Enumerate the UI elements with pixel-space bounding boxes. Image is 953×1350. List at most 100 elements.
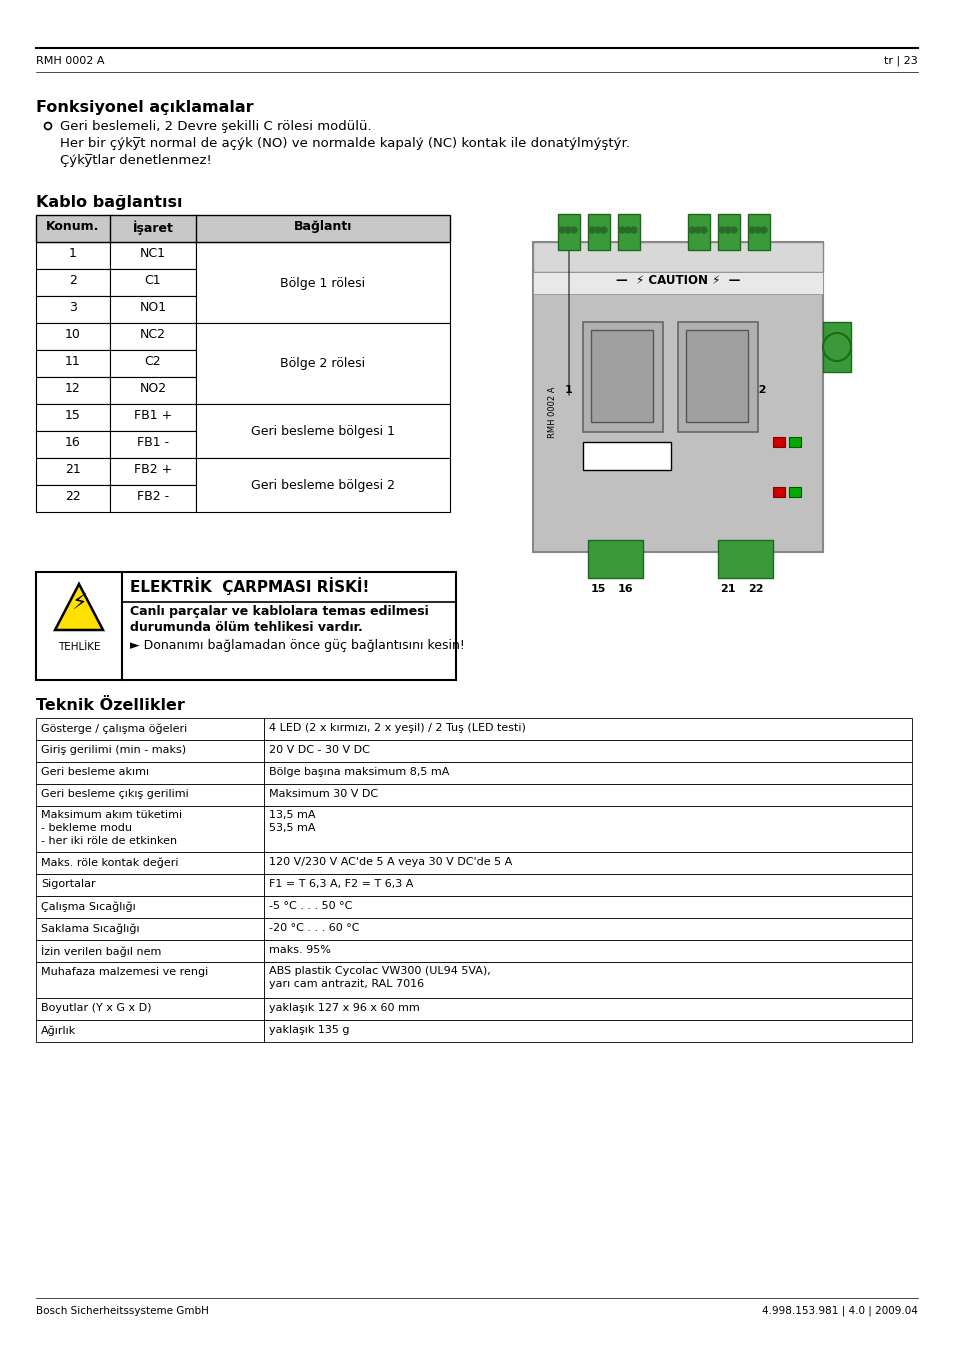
Text: 2: 2 xyxy=(595,385,602,396)
Text: Muhafaza malzemesi ve rengi: Muhafaza malzemesi ve rengi xyxy=(41,967,208,977)
Text: 1: 1 xyxy=(564,385,572,396)
Bar xyxy=(110,269,195,296)
Text: Geri besleme çıkış gerilimi: Geri besleme çıkış gerilimi xyxy=(41,788,189,799)
Bar xyxy=(110,404,195,431)
Bar xyxy=(195,404,450,458)
Bar xyxy=(264,784,911,806)
Bar xyxy=(36,718,264,740)
Text: TEHLİKE: TEHLİKE xyxy=(58,643,100,652)
Text: 13,5 mA: 13,5 mA xyxy=(269,810,315,819)
Text: ABS plastik Cycolac VW300 (UL94 5VA),: ABS plastik Cycolac VW300 (UL94 5VA), xyxy=(269,967,490,976)
Bar xyxy=(788,487,801,497)
Text: 21: 21 xyxy=(65,463,81,477)
Text: Geri besleme bölgesi 2: Geri besleme bölgesi 2 xyxy=(251,479,395,491)
Circle shape xyxy=(719,227,724,234)
Text: Ağırlık: Ağırlık xyxy=(41,1025,76,1035)
Text: 15: 15 xyxy=(65,409,81,423)
Bar xyxy=(36,852,264,873)
Text: NO1: NO1 xyxy=(624,275,633,293)
Circle shape xyxy=(558,227,564,234)
Text: 53,5 mA: 53,5 mA xyxy=(269,824,315,833)
Bar xyxy=(36,350,110,377)
Bar xyxy=(772,487,784,497)
Bar xyxy=(264,761,911,784)
Bar xyxy=(264,806,911,852)
Text: Saklama Sıcağlığı: Saklama Sıcağlığı xyxy=(41,923,139,933)
Circle shape xyxy=(595,227,600,234)
Bar xyxy=(678,323,758,432)
Text: Maksimum 30 V DC: Maksimum 30 V DC xyxy=(269,788,377,799)
Bar xyxy=(36,940,264,963)
Bar xyxy=(264,873,911,896)
Text: NC1: NC1 xyxy=(564,275,573,292)
Bar xyxy=(110,458,195,485)
Text: 2: 2 xyxy=(69,274,77,288)
Bar xyxy=(587,540,642,578)
Text: İşaret: İşaret xyxy=(132,220,173,235)
Text: durumunda ölüm tehlikesi vardır.: durumunda ölüm tehlikesi vardır. xyxy=(130,621,362,634)
Text: RMH 0002 A: RMH 0002 A xyxy=(548,386,557,437)
Text: 10: 10 xyxy=(65,328,81,342)
Text: 20 V DC - 30 V DC: 20 V DC - 30 V DC xyxy=(269,745,370,755)
Text: FB2: FB2 xyxy=(734,544,755,554)
Text: Maks. röle kontak değeri: Maks. röle kontak değeri xyxy=(41,857,178,868)
Bar xyxy=(36,242,110,269)
Bar xyxy=(264,963,911,998)
Text: FB2 +: FB2 + xyxy=(133,463,172,477)
Bar xyxy=(264,896,911,918)
Bar xyxy=(36,806,264,852)
Bar xyxy=(772,437,784,447)
Circle shape xyxy=(600,227,606,234)
Text: Bosch Sicherheitssysteme GmbH: Bosch Sicherheitssysteme GmbH xyxy=(36,1305,209,1316)
Text: 10: 10 xyxy=(691,385,706,396)
Bar xyxy=(36,485,110,512)
Bar xyxy=(718,540,772,578)
Bar xyxy=(110,485,195,512)
Bar xyxy=(788,437,801,447)
Text: 3: 3 xyxy=(624,385,632,396)
Text: 16: 16 xyxy=(65,436,81,450)
Text: Çýky̅tlar denetlenmez!: Çýky̅tlar denetlenmez! xyxy=(60,154,212,167)
Bar xyxy=(36,377,110,404)
Bar xyxy=(36,269,110,296)
Text: —  ⚡ CAUTION ⚡  —: — ⚡ CAUTION ⚡ — xyxy=(616,274,740,288)
Text: FB1: FB1 xyxy=(604,544,625,554)
Text: yaklaşık 127 x 96 x 60 mm: yaklaşık 127 x 96 x 60 mm xyxy=(269,1003,419,1012)
Bar xyxy=(110,431,195,458)
Text: ELEKTRİK  ÇARPMASI RİSKİ!: ELEKTRİK ÇARPMASI RİSKİ! xyxy=(130,576,369,595)
Circle shape xyxy=(588,227,595,234)
Text: yarı cam antrazit, RAL 7016: yarı cam antrazit, RAL 7016 xyxy=(269,979,424,990)
Bar xyxy=(36,740,264,761)
Bar xyxy=(264,852,911,873)
Text: Canlı parçalar ve kablolara temas edilmesi: Canlı parçalar ve kablolara temas edilme… xyxy=(130,605,428,618)
Circle shape xyxy=(630,227,637,234)
Bar xyxy=(685,329,747,423)
Bar xyxy=(195,323,450,404)
Bar xyxy=(36,873,264,896)
Text: - her iki röle de etkinken: - her iki röle de etkinken xyxy=(41,836,177,846)
Bar xyxy=(264,940,911,963)
Bar xyxy=(822,323,850,373)
Text: Konum.: Konum. xyxy=(47,220,99,234)
Circle shape xyxy=(564,227,571,234)
Bar xyxy=(195,242,450,323)
Text: 16: 16 xyxy=(618,585,633,594)
Text: 12: 12 xyxy=(750,385,766,396)
Text: Giriş gerilimi (min - maks): Giriş gerilimi (min - maks) xyxy=(41,745,186,755)
Circle shape xyxy=(700,227,706,234)
Text: 120 V/230 V AC'de 5 A veya 30 V DC'de 5 A: 120 V/230 V AC'de 5 A veya 30 V DC'de 5 … xyxy=(269,857,512,867)
Text: 3: 3 xyxy=(69,301,77,315)
Text: C1: C1 xyxy=(594,275,603,286)
Text: RMH 0002 A: RMH 0002 A xyxy=(36,55,105,66)
Text: C2: C2 xyxy=(145,355,161,369)
Bar xyxy=(718,215,740,250)
Bar xyxy=(36,404,110,431)
Bar xyxy=(110,296,195,323)
Text: Maksimum akım tüketimi: Maksimum akım tüketimi xyxy=(41,810,182,819)
Text: F1 = T 6,3 A, F2 = T 6,3 A: F1 = T 6,3 A, F2 = T 6,3 A xyxy=(269,879,413,890)
Circle shape xyxy=(688,227,695,234)
Bar xyxy=(36,1021,264,1042)
Bar xyxy=(36,431,110,458)
Text: C1: C1 xyxy=(145,274,161,288)
Text: İzin verilen bağıl nem: İzin verilen bağıl nem xyxy=(41,945,161,957)
